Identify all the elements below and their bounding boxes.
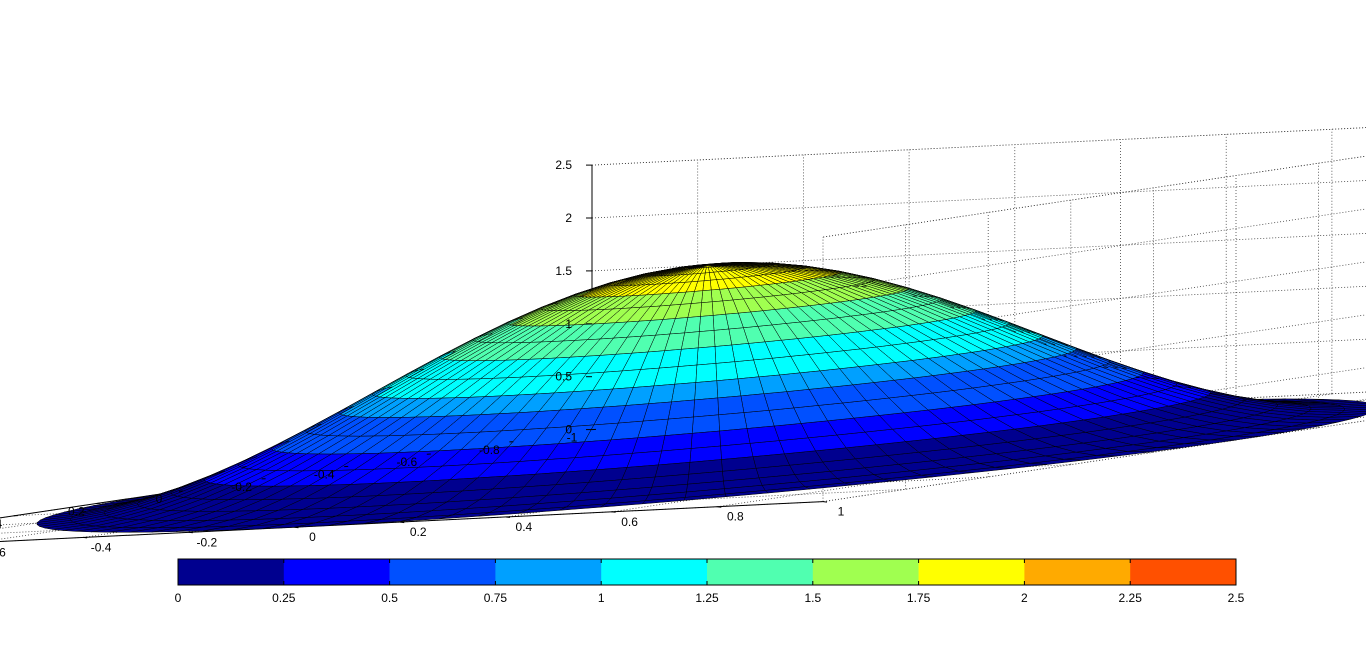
- y-tick-label: 0.8: [727, 510, 744, 524]
- y-tick-mark: [717, 506, 722, 508]
- y-tick-label: 0.4: [516, 520, 533, 534]
- surface-face: [696, 346, 717, 366]
- wall-grid-line: [591, 127, 1366, 166]
- y-tick-label: -0.4: [91, 540, 112, 554]
- colorbar-swatch: [178, 559, 285, 585]
- x-tick-label: 0: [156, 492, 163, 506]
- surface-face: [694, 380, 719, 401]
- colorbar-swatch: [495, 559, 602, 585]
- colorbar-swatch: [1024, 559, 1131, 585]
- surface-face: [740, 393, 770, 413]
- y-tick-mark: [188, 531, 193, 534]
- x-tick-label: -0.4: [314, 468, 335, 482]
- surface-face: [699, 315, 715, 332]
- x-tick-label: 0.2: [68, 505, 85, 519]
- colorbar-tick-label: 0: [175, 591, 182, 605]
- surface-face: [714, 344, 736, 364]
- z-tick-label: 0: [565, 423, 572, 437]
- surface-face: [690, 430, 721, 449]
- colorbar-tick-label: 0.75: [484, 591, 508, 605]
- surface-face: [746, 425, 780, 444]
- colorbar-tick-label: 1.25: [695, 591, 719, 605]
- surface-face: [700, 301, 714, 317]
- surface-face: [671, 382, 697, 403]
- colorbar-swatch: [918, 559, 1025, 585]
- y-tick-mark: [611, 511, 616, 513]
- z-tick-label: 1.5: [555, 264, 572, 278]
- colorbar-swatch: [389, 559, 496, 585]
- x-tick-label: 0.4: [0, 517, 2, 531]
- colorbar: 0 0.25 0.5 0.75 1 1.25 1.5 1.75 2 2.25 2.5: [175, 558, 1245, 605]
- colorbar-swatch: [283, 559, 390, 585]
- y-tick-mark: [83, 536, 88, 539]
- tick-labels: -1-0.8-0.6-0.4-0.200.20.40.60.81-1-0.8-0…: [0, 158, 845, 560]
- y-tick-mark: [294, 526, 299, 529]
- wall-grid-line: [591, 233, 1366, 272]
- colorbar-tick-label: 1.5: [804, 591, 821, 605]
- surface-face: [39, 521, 79, 529]
- colorbar-tick-label: 0.5: [381, 591, 398, 605]
- colorbar-swatch: [812, 559, 919, 585]
- box-edge-top: [822, 155, 1366, 238]
- wall-grid-line: [822, 155, 1366, 238]
- y-tick-label: 0: [309, 530, 316, 544]
- x-tick-label: -1: [567, 431, 578, 445]
- surface-face: [674, 364, 698, 385]
- y-tick-mark: [400, 521, 405, 524]
- z-tick-label: 0.5: [555, 370, 572, 384]
- y-tick-label: 1: [838, 505, 845, 519]
- wall-grid-line: [822, 208, 1366, 291]
- surface-face: [719, 428, 751, 447]
- y-tick-label: 0.2: [410, 525, 427, 539]
- surface-face: [717, 395, 745, 416]
- x-tick-label: -0.8: [479, 443, 500, 457]
- colorbar-tick-label: 2: [1021, 591, 1028, 605]
- colorbar-tick-label: 2.5: [1228, 591, 1245, 605]
- surface-face: [697, 330, 716, 349]
- surface-face: [701, 289, 713, 303]
- surface-face: [661, 433, 693, 452]
- wall-grid-line: [822, 367, 1366, 450]
- z-tick-label: 2.5: [555, 158, 572, 172]
- z-tick-label: 1: [565, 317, 572, 331]
- colorbar-tick-label: 2.25: [1119, 591, 1143, 605]
- z-tick-label: 2: [565, 211, 572, 225]
- x-tick-label: -0.2: [231, 480, 252, 494]
- surface-face: [743, 410, 775, 429]
- y-tick-label: -0.2: [196, 535, 217, 549]
- y-tick-mark: [822, 501, 828, 503]
- x-tick-label: -0.6: [396, 455, 417, 469]
- colorbar-tick-label: 1.75: [907, 591, 931, 605]
- surface-face: [713, 328, 733, 347]
- surface-face: [718, 412, 748, 432]
- surface-face: [667, 399, 695, 420]
- surface-face: [716, 378, 742, 399]
- y-tick-label: 0.6: [621, 515, 638, 529]
- colorbar-tick-label: 0.25: [272, 591, 296, 605]
- box-edge-top: [591, 127, 1366, 166]
- colorbar-swatch: [1130, 559, 1237, 585]
- surface-face: [695, 363, 718, 383]
- dome-surface: [36, 262, 1366, 533]
- colorbar-tick-label: 1: [598, 591, 605, 605]
- surface-face: [712, 313, 730, 331]
- wall-grid-line: [591, 180, 1366, 219]
- surface-face: [664, 416, 694, 436]
- surface-face: [691, 414, 720, 434]
- y-tick-mark: [505, 516, 510, 518]
- colorbar-swatch: [707, 559, 814, 585]
- surface-face: [693, 397, 719, 418]
- wall-grid-line: [822, 314, 1366, 397]
- surface-face: [715, 361, 739, 381]
- colorbar-swatch: [601, 559, 708, 585]
- y-tick-label: -0.6: [0, 546, 6, 560]
- wall-grid-line: [822, 261, 1366, 344]
